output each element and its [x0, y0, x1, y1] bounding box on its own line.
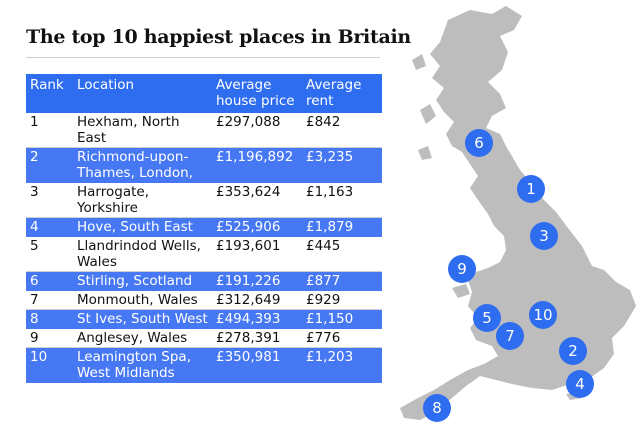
map-marker-label: 10 [533, 306, 552, 324]
map-marker-3 [530, 222, 558, 250]
cell-location: Llandrindod Wells, Wales [77, 238, 201, 270]
cell-house-price: £278,391 [216, 330, 281, 346]
cell-house-price: £191,226 [216, 273, 281, 289]
cell-rank: 10 [30, 349, 48, 365]
cell-rank: 2 [30, 149, 39, 165]
cell-rank: 9 [30, 330, 39, 346]
cell-rank: 7 [30, 292, 39, 308]
cell-location: Leamington Spa, West Midlands [77, 349, 191, 381]
cell-rent: £445 [306, 238, 341, 254]
title-divider [26, 57, 380, 58]
header-rank: Rank [30, 77, 64, 93]
table-row: 3 Harrogate, Yorkshire £353,624 £1,163 [26, 183, 382, 218]
table-row: 9 Anglesey, Wales £278,391 £776 [26, 329, 382, 348]
cell-rent: £776 [306, 330, 341, 346]
map-marker-label: 3 [539, 227, 549, 245]
cell-house-price: £193,601 [216, 238, 281, 254]
map-marker-1 [517, 175, 545, 203]
chart-title: The top 10 happiest places in Britain [26, 26, 411, 48]
rankings-table: Rank Location Average house price Averag… [26, 74, 382, 383]
map-marker-label: 4 [575, 375, 585, 393]
map-marker-5 [473, 304, 501, 332]
cell-location: Monmouth, Wales [77, 292, 198, 308]
map-marker-label: 9 [457, 260, 467, 278]
map-marker-label: 2 [568, 342, 578, 360]
cell-location: Hexham, North East [77, 114, 180, 146]
cell-house-price: £494,393 [216, 311, 281, 327]
anglesey-island [452, 284, 470, 298]
cell-rent: £929 [306, 292, 341, 308]
cell-house-price: £1,196,892 [216, 149, 294, 165]
cell-house-price: £297,088 [216, 114, 281, 130]
map-marker-label: 6 [474, 134, 484, 152]
map-marker-label: 7 [505, 327, 515, 345]
cell-rank: 6 [30, 273, 39, 289]
cell-rank: 1 [30, 114, 39, 130]
cell-rank: 4 [30, 219, 39, 235]
cell-rent: £3,235 [306, 149, 354, 165]
map-marker-8 [423, 394, 451, 422]
cell-rank: 8 [30, 311, 39, 327]
cell-rent: £877 [306, 273, 341, 289]
map-marker-label: 5 [482, 309, 492, 327]
cell-rank: 3 [30, 184, 39, 200]
cell-location: St Ives, South West [77, 311, 208, 327]
cell-house-price: £353,624 [216, 184, 281, 200]
header-rent: Average rent [306, 77, 362, 109]
cell-location: Anglesey, Wales [77, 330, 188, 346]
table-row: 10 Leamington Spa, West Midlands £350,981 £… [26, 347, 382, 383]
cell-location: Richmond-upon-Thames, London, [77, 149, 193, 181]
table-row: 7 Monmouth, Wales £312,649 £929 [26, 291, 382, 310]
cell-house-price: £525,906 [216, 219, 281, 235]
map-marker-4 [566, 370, 594, 398]
map-marker-9 [448, 255, 476, 283]
map-marker-6 [465, 129, 493, 157]
table-header-row: Rank Location Average house price Averag… [26, 74, 382, 113]
map-marker-label: 1 [526, 180, 536, 198]
map-marker-2 [559, 337, 587, 365]
cell-rent: £1,150 [306, 311, 354, 327]
table-row: 5 Llandrindod Wells, Wales £193,601 £445 [26, 237, 382, 272]
cell-location: Stirling, Scotland [77, 273, 193, 289]
cell-house-price: £312,649 [216, 292, 281, 308]
cell-rent: £842 [306, 114, 341, 130]
table-row: 6 Stirling, Scotland £191,226 £877 [26, 271, 382, 291]
cell-house-price: £350,981 [216, 349, 281, 365]
cell-rent: £1,879 [306, 219, 354, 235]
cell-location: Harrogate, Yorkshire [77, 184, 149, 216]
map-marker-label: 8 [432, 399, 442, 417]
table-body: 1 Hexham, North East £297,088 £842 2 Richmond… [26, 113, 382, 383]
cell-location: Hove, South East [77, 219, 193, 235]
header-house-price: Average house price [216, 77, 295, 109]
map-marker-10 [529, 301, 557, 329]
table-row: 1 Hexham, North East £297,088 £842 [26, 113, 382, 148]
great-britain-land [400, 6, 636, 420]
map-marker-7 [496, 322, 524, 350]
table-row: 2 Richmond-upon-Thames, London, £1,196,892… [26, 147, 382, 183]
table-row: 4 Hove, South East £525,906 £1,879 [26, 217, 382, 237]
table-row: 8 St Ives, South West £494,393 £1,150 [26, 309, 382, 329]
header-location: Location [77, 77, 135, 93]
cell-rent: £1,203 [306, 349, 354, 365]
cell-rank: 5 [30, 238, 39, 254]
scottish-isles [412, 54, 436, 160]
britain-map: 6 1 3 9 5 10 7 2 4 8 [386, 0, 640, 427]
cell-rent: £1,163 [306, 184, 354, 200]
